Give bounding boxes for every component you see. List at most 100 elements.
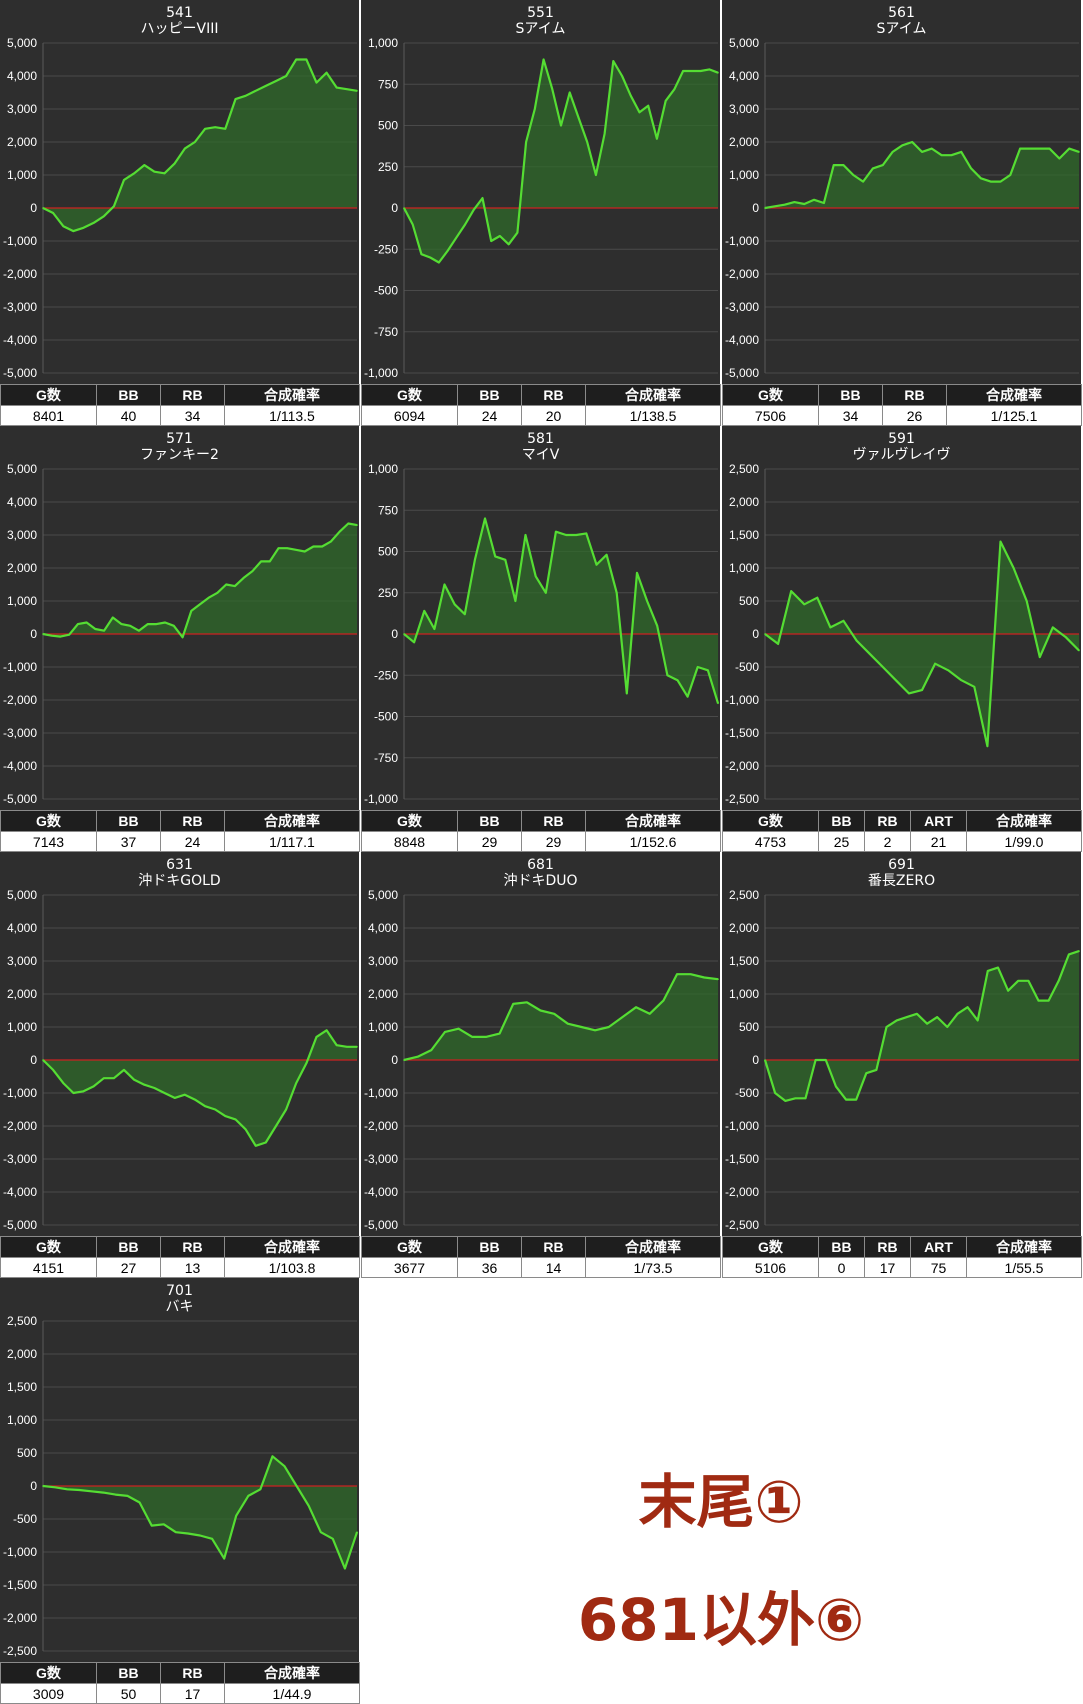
- data-point: [764, 633, 766, 635]
- machine-title: ハッピーVIII: [141, 21, 219, 37]
- data-point: [586, 141, 588, 143]
- data-point: [94, 628, 97, 630]
- data-point: [960, 151, 963, 153]
- data-point: [319, 1531, 322, 1533]
- data-point: [516, 231, 519, 234]
- data-point: [184, 1093, 186, 1096]
- data-point: [305, 1062, 308, 1065]
- data-point: [113, 205, 115, 208]
- data-point: [498, 1032, 501, 1035]
- data-point: [211, 1538, 213, 1540]
- data-point: [539, 1009, 542, 1012]
- data-point: [891, 151, 894, 153]
- data-point: [940, 154, 943, 156]
- data-point: [472, 208, 475, 211]
- stats-value: 1/103.8: [224, 1257, 360, 1278]
- data-point: [265, 85, 267, 87]
- data-point: [82, 227, 85, 229]
- machine-title: 沖ドキGOLD: [138, 873, 220, 889]
- chart-panel: 5,000 4,000 3,000 2,000 1,000 0 -1,000 -2,000 -3…: [0, 0, 360, 426]
- data-point: [832, 164, 835, 166]
- y-tick-label: -1,000: [725, 693, 759, 707]
- data-point: [835, 1085, 837, 1088]
- series-area: [404, 59, 718, 263]
- y-tick-label: -500: [13, 1512, 37, 1526]
- y-tick-label: -3,000: [3, 726, 37, 740]
- y-tick-label: 2,000: [729, 135, 759, 149]
- data-point: [774, 205, 776, 208]
- y-tick-label: 4,000: [7, 921, 37, 935]
- y-tick-label: -2,000: [364, 1119, 398, 1133]
- data-point: [542, 58, 545, 61]
- series-line: [42, 1029, 357, 1147]
- data-point: [970, 167, 972, 170]
- data-point: [446, 250, 449, 252]
- data-point: [936, 1016, 938, 1018]
- y-tick-label: -750: [374, 325, 398, 339]
- y-tick-label: 3,000: [7, 102, 37, 116]
- data-point: [580, 1026, 583, 1028]
- data-point: [72, 230, 75, 232]
- data-point: [973, 686, 976, 688]
- stats-header: G数: [361, 810, 458, 832]
- stats-value: 1/138.5: [585, 405, 721, 426]
- data-point: [54, 1486, 56, 1489]
- stats-table: G数 BB RB 合成確率 8848 29 29 1/152.6: [361, 810, 721, 852]
- data-point: [259, 1488, 262, 1491]
- chart-svg: 5,000 4,000 3,000 2,000 1,000 0 -1,000 -2,000 -3…: [725, 5, 1080, 380]
- data-point: [207, 596, 210, 599]
- data-point: [656, 137, 658, 140]
- y-tick-label: -500: [374, 284, 398, 298]
- stats-value: 1/117.1: [224, 831, 360, 852]
- data-point: [1057, 980, 1060, 982]
- data-point: [603, 132, 606, 135]
- data-point: [153, 170, 156, 173]
- data-point: [1058, 157, 1061, 160]
- y-tick-label: -3,000: [3, 1152, 37, 1166]
- y-tick-label: -500: [735, 1086, 759, 1100]
- series-area: [43, 1456, 357, 1569]
- y-tick-label: -1,500: [725, 1152, 759, 1166]
- y-tick-label: -1,000: [364, 366, 398, 380]
- data-point: [664, 99, 667, 102]
- data-point: [646, 600, 648, 602]
- machine-title: ファンキー2: [140, 447, 219, 463]
- data-point: [133, 1079, 135, 1081]
- y-tick-label: -2,000: [3, 267, 37, 281]
- data-point: [224, 128, 227, 130]
- machine-title: マイV: [522, 447, 560, 463]
- stats-value: 29: [457, 831, 522, 852]
- data-point: [52, 212, 54, 214]
- data-point: [433, 628, 436, 630]
- machine-number: 591: [888, 431, 915, 447]
- data-point: [78, 1489, 81, 1491]
- data-point: [234, 1118, 237, 1121]
- y-tick-label: 1,500: [729, 528, 759, 542]
- stats-header: G数: [0, 1236, 97, 1258]
- data-point: [1047, 999, 1050, 1002]
- y-tick-label: 1,000: [729, 168, 759, 182]
- data-point: [474, 558, 476, 561]
- data-point: [455, 236, 458, 239]
- stats-header: G数: [722, 810, 819, 832]
- y-tick-label: 2,000: [7, 987, 37, 1001]
- data-point: [1038, 147, 1041, 150]
- stats-table: G数 BB RB 合成確率 7143 37 24 1/117.1: [0, 810, 360, 852]
- data-point: [594, 1029, 596, 1032]
- data-point: [85, 621, 88, 624]
- data-point: [647, 104, 650, 107]
- stats-value: 8848: [361, 831, 458, 852]
- y-tick-label: 0: [30, 627, 37, 641]
- machine-title: バキ: [166, 1299, 194, 1315]
- y-tick-label: 1,000: [368, 36, 398, 50]
- data-point: [829, 626, 832, 629]
- data-point: [881, 164, 884, 166]
- y-tick-label: 250: [378, 160, 398, 174]
- y-tick-label: 4,000: [7, 495, 37, 509]
- y-tick-label: -1,500: [3, 1578, 37, 1592]
- data-point: [881, 666, 884, 668]
- chart-panel: 2,500 2,000 1,500 1,000 500 0 -500 -1,000 -1,500…: [722, 426, 1082, 852]
- data-point: [254, 1145, 257, 1147]
- y-tick-label: 3,000: [7, 954, 37, 968]
- series-line: [403, 973, 719, 1062]
